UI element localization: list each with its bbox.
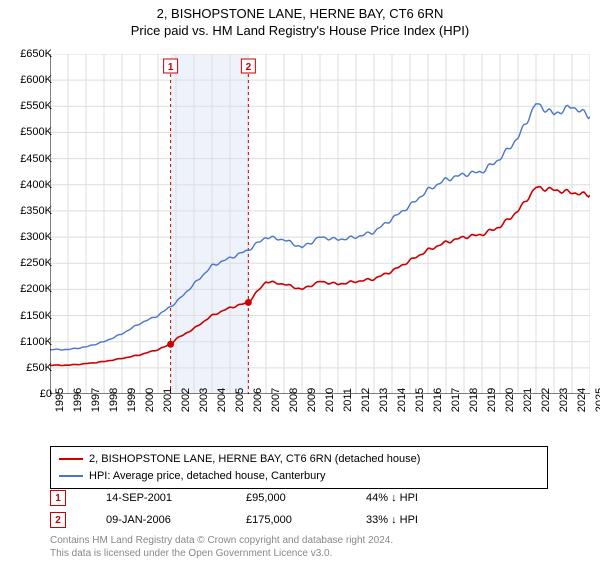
x-tick-label: 2005 — [234, 388, 246, 412]
legend-label: HPI: Average price, detached house, Cant… — [89, 468, 325, 485]
x-tick-label: 2023 — [558, 388, 570, 412]
y-tick-label: £200K — [20, 283, 52, 295]
chart-plot: 12 — [50, 54, 590, 394]
x-tick-label: 2004 — [216, 388, 228, 412]
legend: 2, BISHOPSTONE LANE, HERNE BAY, CT6 6RN … — [50, 446, 548, 489]
x-tick-label: 1996 — [72, 388, 84, 412]
y-tick-label: £150K — [20, 310, 52, 322]
x-tick-label: 2015 — [414, 388, 426, 412]
y-tick-label: £450K — [20, 153, 52, 165]
copyright-line: Contains HM Land Registry data © Crown c… — [50, 534, 393, 547]
marker-date: 14-SEP-2001 — [106, 492, 206, 504]
marker-badge: 1 — [50, 490, 66, 506]
x-tick-label: 2006 — [252, 388, 264, 412]
legend-swatch — [59, 458, 83, 460]
x-tick-label: 2002 — [180, 388, 192, 412]
y-tick-label: £50K — [26, 362, 52, 374]
x-tick-label: 2019 — [486, 388, 498, 412]
chart-title-sub: Price paid vs. HM Land Registry's House … — [0, 23, 600, 38]
x-tick-label: 2013 — [378, 388, 390, 412]
x-tick-label: 2018 — [468, 388, 480, 412]
y-tick-label: £650K — [20, 48, 52, 60]
x-tick-label: 2012 — [360, 388, 372, 412]
legend-item: HPI: Average price, detached house, Cant… — [59, 468, 539, 485]
x-tick-label: 1999 — [126, 388, 138, 412]
y-tick-label: £400K — [20, 179, 52, 191]
marker-price: £95,000 — [246, 492, 326, 504]
x-tick-label: 2022 — [540, 388, 552, 412]
x-tick-label: 1997 — [90, 388, 102, 412]
copyright-line: This data is licensed under the Open Gov… — [50, 547, 393, 560]
copyright-notice: Contains HM Land Registry data © Crown c… — [50, 534, 393, 560]
y-tick-label: £600K — [20, 74, 52, 86]
x-tick-label: 1995 — [54, 388, 66, 412]
marker-row: 2 09-JAN-2006 £175,000 33% ↓ HPI — [50, 512, 418, 528]
marker-table: 1 14-SEP-2001 £95,000 44% ↓ HPI 2 09-JAN… — [50, 490, 418, 534]
x-tick-label: 1998 — [108, 388, 120, 412]
svg-text:1: 1 — [168, 62, 174, 73]
x-tick-label: 2001 — [162, 388, 174, 412]
x-tick-label: 2014 — [396, 388, 408, 412]
x-tick-label: 2010 — [324, 388, 336, 412]
y-tick-label: £100K — [20, 336, 52, 348]
x-tick-label: 2008 — [288, 388, 300, 412]
marker-delta: 44% ↓ HPI — [366, 492, 418, 504]
x-tick-label: 2020 — [504, 388, 516, 412]
x-tick-label: 2024 — [576, 388, 588, 412]
y-tick-label: £550K — [20, 100, 52, 112]
x-tick-label: 2011 — [342, 388, 354, 412]
marker-row: 1 14-SEP-2001 £95,000 44% ↓ HPI — [50, 490, 418, 506]
x-tick-label: 2007 — [270, 388, 282, 412]
svg-text:2: 2 — [246, 62, 252, 73]
x-tick-label: 2009 — [306, 388, 318, 412]
legend-item: 2, BISHOPSTONE LANE, HERNE BAY, CT6 6RN … — [59, 451, 539, 468]
y-tick-label: £250K — [20, 257, 52, 269]
y-tick-label: £500K — [20, 126, 52, 138]
x-tick-label: 2000 — [144, 388, 156, 412]
marker-badge: 2 — [50, 512, 66, 528]
x-tick-label: 2017 — [450, 388, 462, 412]
x-tick-label: 2025 — [594, 388, 600, 412]
x-tick-label: 2003 — [198, 388, 210, 412]
legend-label: 2, BISHOPSTONE LANE, HERNE BAY, CT6 6RN … — [89, 451, 420, 468]
y-tick-label: £350K — [20, 205, 52, 217]
marker-delta: 33% ↓ HPI — [366, 514, 418, 526]
chart-title-main: 2, BISHOPSTONE LANE, HERNE BAY, CT6 6RN — [0, 6, 600, 21]
x-tick-label: 2021 — [522, 388, 534, 412]
y-tick-label: £0 — [40, 388, 52, 400]
x-tick-label: 2016 — [432, 388, 444, 412]
marker-date: 09-JAN-2006 — [106, 514, 206, 526]
y-tick-label: £300K — [20, 231, 52, 243]
legend-swatch — [59, 475, 83, 477]
marker-price: £175,000 — [246, 514, 326, 526]
